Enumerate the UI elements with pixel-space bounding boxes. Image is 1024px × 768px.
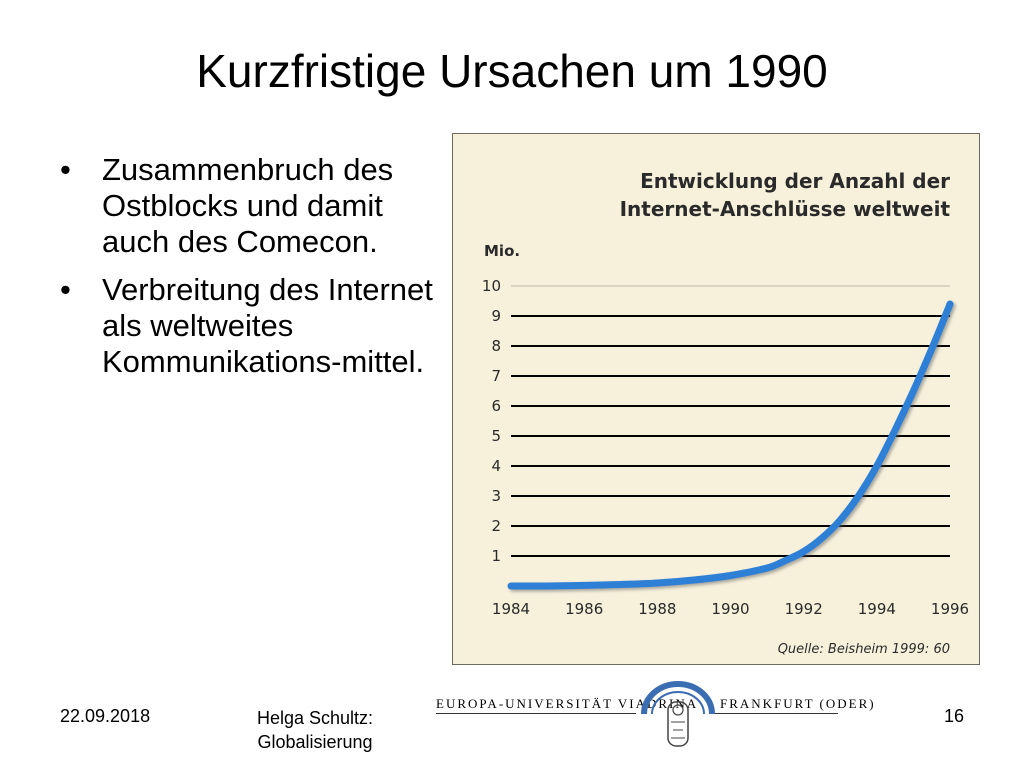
internet-chart: Entwicklung der Anzahl der Internet-Ansc… (482, 169, 969, 657)
chart-title-line2: Internet-Anschlüsse weltweit (620, 197, 951, 221)
footer-author-line2: Globalisierung (257, 732, 373, 752)
university-name-right: FRANKFURT (ODER) (720, 696, 876, 711)
y-tick-label: 10 (482, 277, 501, 295)
x-tick-label: 1988 (638, 600, 676, 618)
y-tick-label: 2 (491, 517, 501, 535)
page-number: 16 (943, 706, 964, 726)
x-tick-label: 1984 (492, 600, 530, 618)
bullet-list: Zusammenbruch des Ostblocks und damit au… (60, 152, 440, 392)
x-tick-label: 1994 (858, 600, 896, 618)
y-tick-labels: 1 2 3 4 5 6 7 8 9 10 (482, 277, 501, 565)
y-tick-label: 1 (491, 547, 501, 565)
footer-author: Helga Schultz: Globalisierung (235, 706, 395, 754)
x-tick-label: 1996 (931, 600, 969, 618)
university-rule-right (714, 713, 838, 714)
x-tick-labels: 1984 1986 1988 1990 1992 1994 1996 (492, 600, 969, 618)
y-tick-label: 3 (491, 487, 501, 505)
x-tick-label: 1986 (565, 600, 603, 618)
bullet-item: Verbreitung des Internet als weltweites … (60, 272, 440, 380)
y-tick-label: 8 (491, 337, 501, 355)
y-tick-label: 9 (491, 307, 501, 325)
footer-date: 22.09.2018 (60, 706, 151, 726)
slide-title: Kurzfristige Ursachen um 1990 (196, 45, 828, 97)
y-tick-label: 4 (491, 457, 501, 475)
chart-source: Quelle: Beisheim 1999: 60 (778, 642, 950, 657)
footer-author-line1: Helga Schultz: (256, 708, 374, 728)
bullet-item: Zusammenbruch des Ostblocks und damit au… (60, 152, 440, 260)
y-tick-label: 7 (491, 367, 501, 385)
chart-panel: Entwicklung der Anzahl der Internet-Ansc… (452, 133, 980, 665)
university-seal-icon (641, 681, 715, 747)
y-tick-label: 5 (491, 427, 501, 445)
x-tick-label: 1990 (711, 600, 749, 618)
gridlines (511, 285, 950, 557)
university-name-left: EUROPA-UNIVERSITÄT VIADRINA (436, 696, 699, 711)
x-tick-label: 1992 (785, 600, 823, 618)
chart-title-line1: Entwicklung der Anzahl der (640, 169, 950, 193)
y-tick-label: 6 (491, 397, 501, 415)
series-line (507, 300, 954, 590)
y-axis-label: Mio. (484, 242, 520, 260)
university-rule-left (436, 713, 636, 714)
